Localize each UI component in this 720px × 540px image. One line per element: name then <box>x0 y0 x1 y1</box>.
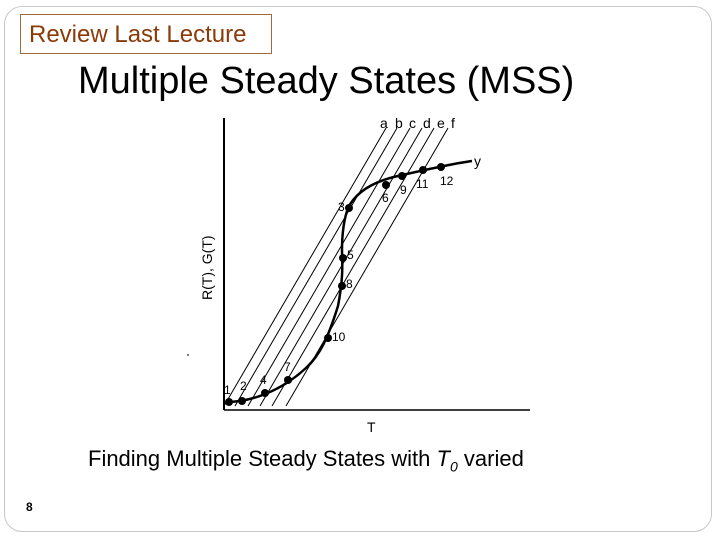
line-label-a: a <box>380 115 388 131</box>
steady-state-point-11 <box>419 166 427 174</box>
point-label-4: 4 <box>260 373 267 387</box>
point-label-9: 9 <box>400 183 407 197</box>
removal-line-b <box>234 127 398 407</box>
x-axis-label: T <box>367 419 376 435</box>
steady-state-point-3 <box>345 204 353 212</box>
point-label-7: 7 <box>284 360 291 374</box>
line-label-e: e <box>437 115 445 131</box>
line-label-d: d <box>423 115 431 131</box>
line-label-c: c <box>409 115 416 131</box>
steady-state-point-6 <box>382 181 390 189</box>
y-axis-label: R(T), G(T) <box>199 235 215 300</box>
steady-state-point-8 <box>338 282 346 290</box>
point-label-6: 6 <box>382 191 389 205</box>
caption-text: Finding Multiple Steady States with <box>88 446 437 471</box>
page-number: 8 <box>26 500 33 514</box>
steady-state-point-5 <box>339 254 347 262</box>
point-label-11: 11 <box>416 177 429 191</box>
caption-variable: T <box>436 446 450 471</box>
removal-line-a <box>223 127 387 407</box>
curve-label-y: y <box>474 153 481 169</box>
steady-state-point-2 <box>238 397 246 405</box>
steady-state-point-9 <box>398 172 406 180</box>
caption-subscript: 0 <box>449 458 458 475</box>
removal-line-e <box>271 127 435 407</box>
section-tag: Review Last Lecture <box>20 14 272 54</box>
steady-state-point-1 <box>225 398 233 406</box>
point-label-8: 8 <box>346 277 353 291</box>
steady-state-point-7 <box>284 376 292 384</box>
figure-caption: Finding Multiple Steady States with T0 v… <box>88 446 524 474</box>
slide-title: Multiple Steady States (MSS) <box>78 60 575 102</box>
removal-line-c <box>247 127 411 407</box>
point-label-1: 1 <box>224 383 231 397</box>
mss-figure: a b c d e f y 1 2 4 7 10 8 5 3 6 9 11 12… <box>180 110 540 440</box>
point-label-12: 12 <box>440 174 454 188</box>
point-label-10: 10 <box>332 330 346 344</box>
steady-state-point-10 <box>324 334 332 342</box>
caption-text-end: varied <box>457 446 524 471</box>
line-label-b: b <box>395 115 403 131</box>
section-tag-label: Review Last Lecture <box>29 21 247 48</box>
point-label-5: 5 <box>347 248 354 262</box>
point-label-2: 2 <box>240 379 247 393</box>
mss-diagram: a b c d e f y 1 2 4 7 10 8 5 3 6 9 11 12… <box>187 115 530 435</box>
steady-state-point-4 <box>261 389 269 397</box>
point-label-3: 3 <box>338 200 345 214</box>
slide-frame <box>4 6 712 532</box>
line-label-f: f <box>451 115 455 131</box>
steady-state-point-12 <box>437 163 445 171</box>
stray-mark <box>187 354 189 356</box>
